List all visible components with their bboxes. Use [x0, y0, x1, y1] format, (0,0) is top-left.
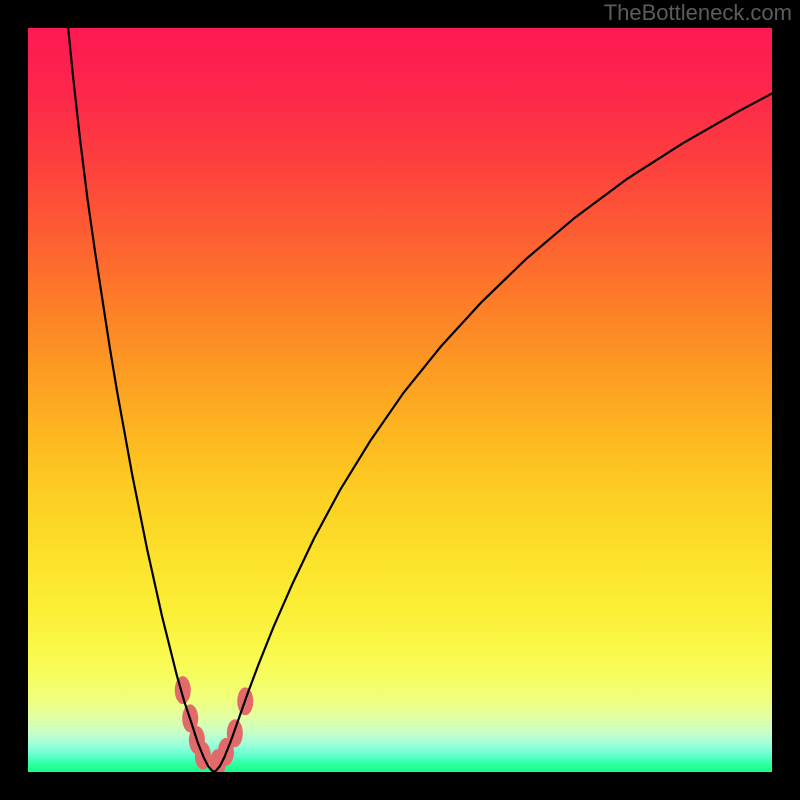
bottleneck-curve: [68, 28, 772, 771]
chart-svg: [28, 28, 772, 772]
chart-root: TheBottleneck.com: [0, 0, 800, 800]
watermark-text: TheBottleneck.com: [604, 2, 792, 24]
plot-area: [28, 28, 772, 772]
minimum-markers-group: [175, 676, 254, 772]
